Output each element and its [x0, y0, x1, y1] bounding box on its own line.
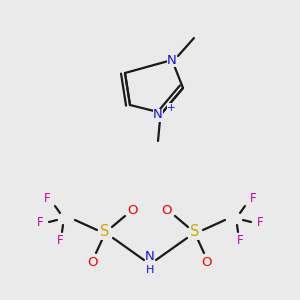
Text: +: + — [167, 103, 175, 113]
Text: F: F — [37, 217, 43, 230]
Text: N: N — [145, 250, 155, 262]
Text: F: F — [237, 233, 243, 247]
Text: O: O — [128, 203, 138, 217]
Text: F: F — [250, 191, 256, 205]
Text: N: N — [167, 53, 177, 67]
Text: H: H — [146, 265, 154, 275]
Text: F: F — [57, 233, 63, 247]
Text: S: S — [100, 224, 110, 239]
Text: O: O — [88, 256, 98, 268]
Text: O: O — [162, 203, 172, 217]
Text: S: S — [190, 224, 200, 239]
Text: F: F — [257, 217, 263, 230]
Text: N: N — [153, 109, 163, 122]
Text: O: O — [202, 256, 212, 268]
Text: F: F — [44, 191, 50, 205]
